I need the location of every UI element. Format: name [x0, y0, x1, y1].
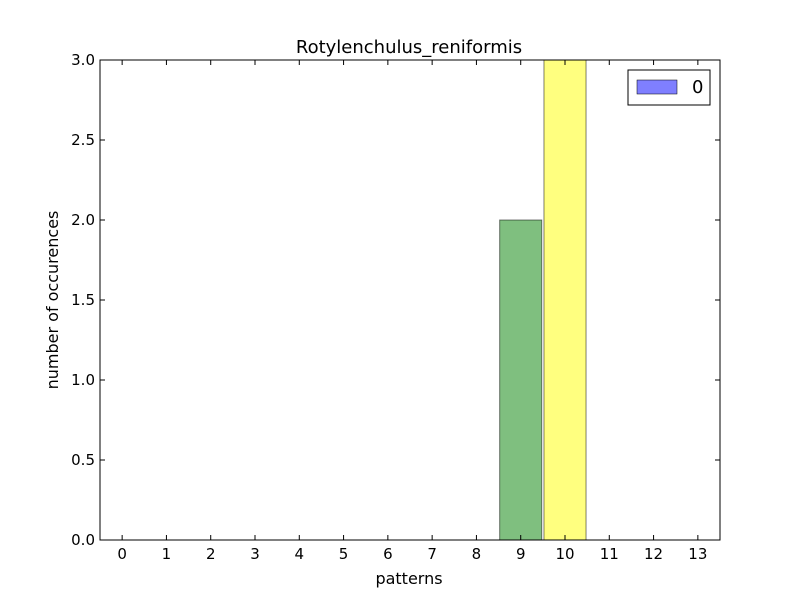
- ticks-group: 0 1 2 3 4 5 6 7 8 9 10 11 12 130.00.51.01.52.02.53.0: [71, 51, 720, 563]
- x-tick-label: 4: [295, 545, 305, 563]
- y-axis-label: number of occurences: [43, 211, 62, 390]
- x-tick-label: 3: [250, 545, 260, 563]
- x-tick-label: 11: [600, 545, 619, 563]
- y-tick-label: 2.5: [71, 131, 95, 149]
- x-tick-label: 6: [383, 545, 393, 563]
- y-tick-label: 2.0: [71, 211, 95, 229]
- y-tick-label: 0.5: [71, 451, 95, 469]
- x-tick-label: 5: [339, 545, 349, 563]
- x-tick-label: 9: [516, 545, 526, 563]
- legend: 0: [627, 69, 711, 106]
- y-tick-label: 0.0: [71, 531, 95, 549]
- x-tick-label: 0: [117, 545, 127, 563]
- x-tick-label: 1: [162, 545, 172, 563]
- x-tick-label: 2: [206, 545, 216, 563]
- x-tick-label: 12: [644, 545, 663, 563]
- x-tick-label: 10: [555, 545, 574, 563]
- chart-title: Rotylenchulus_reniformis: [296, 37, 522, 58]
- legend-label: 0: [692, 77, 703, 98]
- x-tick-label: 8: [472, 545, 482, 563]
- y-tick-label: 1.0: [71, 371, 95, 389]
- bar-10: [543, 59, 587, 541]
- legend-swatch: [636, 79, 678, 95]
- y-tick-label: 1.5: [71, 291, 95, 309]
- x-tick-label: 13: [688, 545, 707, 563]
- y-tick-label: 3.0: [71, 51, 95, 69]
- x-axis-label: patterns: [375, 569, 442, 588]
- x-tick-label: 7: [427, 545, 437, 563]
- bar-9: [499, 219, 543, 541]
